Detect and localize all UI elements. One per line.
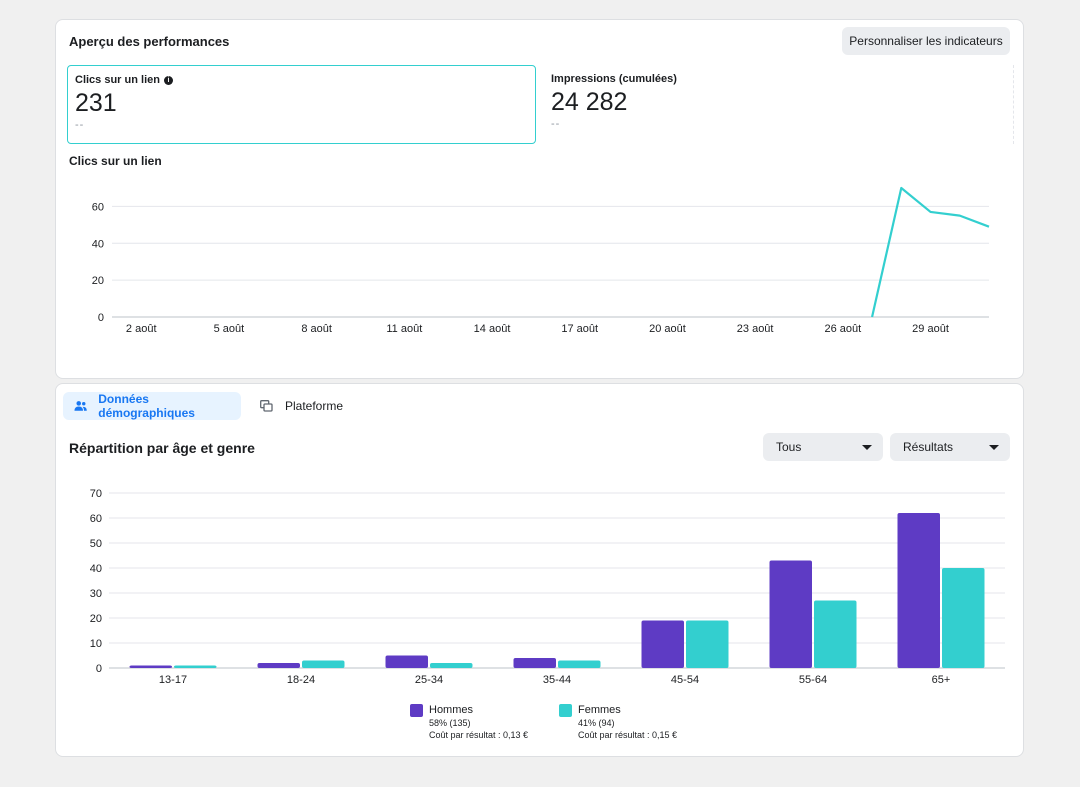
x-tick-label: 23 août (737, 323, 774, 335)
gender-filter-dropdown[interactable]: Tous (763, 433, 883, 461)
series-line (870, 186, 990, 318)
performance-title: Aperçu des performances (69, 34, 230, 49)
caret-down-icon (989, 444, 999, 450)
x-tick-label: 13-17 (159, 674, 187, 686)
performance-card: Aperçu des performances Personnaliser le… (55, 19, 1024, 379)
customize-metrics-button[interactable]: Personnaliser les indicateurs (842, 27, 1010, 55)
legend-share: 58% (135) (429, 718, 471, 728)
legend-name: Hommes (429, 704, 474, 716)
y-tick-label: 60 (92, 201, 104, 213)
caret-down-icon (862, 444, 872, 450)
x-tick-label: 20 août (649, 323, 686, 335)
tab-platform[interactable]: Plateforme (250, 392, 350, 420)
bar-hommes (897, 513, 940, 668)
bar-femmes (174, 665, 217, 668)
bar-hommes (641, 620, 684, 668)
y-tick-label: 0 (98, 312, 104, 324)
metric-label: Clics sur un lien (75, 74, 160, 86)
x-tick-label: 5 août (214, 323, 245, 335)
y-tick-label: 0 (96, 663, 102, 675)
metric-comparison: -- (75, 119, 85, 131)
x-tick-label: 11 août (386, 323, 422, 335)
x-tick-label: 2 août (126, 323, 157, 335)
tab-label: Données démographiques (98, 392, 195, 420)
y-tick-label: 50 (90, 538, 102, 550)
x-tick-label: 14 août (474, 323, 511, 335)
link-clicks-line-chart: 0 20 40 60 2 août 5 août 8 août 11 août 14 août 1… (92, 186, 990, 335)
x-tick-label: 65+ (932, 674, 951, 686)
metric-label: Impressions (cumulées) (551, 73, 677, 85)
x-tick-label: 45-54 (671, 674, 699, 686)
y-tick-label: 70 (90, 488, 102, 500)
bar-hommes (129, 665, 172, 668)
legend-name: Femmes (578, 704, 621, 716)
bar-femmes (686, 620, 729, 668)
legend-cost: Coût par résultat : 0,15 € (578, 730, 678, 740)
metric-link-clicks[interactable]: Clics sur un lien i 231 -- (67, 65, 536, 144)
tab-label: Plateforme (285, 399, 344, 413)
legend-swatch (559, 704, 572, 717)
metric-filter-dropdown[interactable]: Résultats (890, 433, 1010, 461)
metric-comparison: -- (551, 118, 561, 130)
y-tick-label: 40 (90, 563, 102, 575)
metric-value: 24 282 (551, 88, 628, 116)
y-tick-label: 30 (90, 588, 102, 600)
bar-femmes (430, 663, 473, 668)
metric-impressions[interactable]: Impressions (cumulées) 24 282 -- (544, 65, 1014, 144)
x-tick-label: 26 août (824, 323, 861, 335)
y-tick-label: 40 (92, 238, 104, 250)
bar-femmes (558, 660, 601, 668)
platform-icon (260, 400, 273, 412)
people-icon (74, 401, 87, 411)
x-tick-label: 25-34 (415, 674, 443, 686)
x-tick-label: 17 août (561, 323, 598, 335)
demographics-card: Données démographiques Plateforme Répart… (55, 383, 1024, 757)
bar-hommes (257, 663, 300, 668)
bar-hommes (385, 655, 428, 668)
bar-femmes (302, 660, 345, 668)
x-tick-label: 35-44 (543, 674, 571, 686)
y-tick-label: 20 (90, 613, 102, 625)
y-tick-label: 20 (92, 275, 104, 287)
y-tick-label: 60 (90, 513, 102, 525)
tab-demographics[interactable]: Données démographiques (63, 392, 241, 420)
metric-value: 231 (75, 89, 117, 117)
age-gender-bar-chart: 0 10 20 30 40 50 60 70 13-17 18-24 25-34 35-44 45-54… (90, 488, 1005, 686)
dropdown-value: Tous (776, 440, 802, 454)
info-icon[interactable]: i (163, 75, 173, 85)
x-tick-label: 29 août (912, 323, 949, 335)
demographics-title: Répartition par âge et genre (69, 440, 255, 456)
x-tick-label: 18-24 (287, 674, 315, 686)
bar-femmes (942, 568, 985, 668)
x-tick-label: 8 août (301, 323, 332, 335)
legend-share: 41% (94) (578, 718, 615, 728)
dropdown-value: Résultats (903, 440, 954, 454)
line-chart-title: Clics sur un lien (69, 154, 162, 168)
x-tick-label: 55-64 (799, 674, 827, 686)
legend-swatch (410, 704, 423, 717)
bar-hommes (769, 560, 812, 668)
y-tick-label: 10 (90, 638, 102, 650)
bar-femmes (814, 600, 857, 668)
legend-cost: Coût par résultat : 0,13 € (429, 730, 529, 740)
bar-hommes (513, 658, 556, 668)
